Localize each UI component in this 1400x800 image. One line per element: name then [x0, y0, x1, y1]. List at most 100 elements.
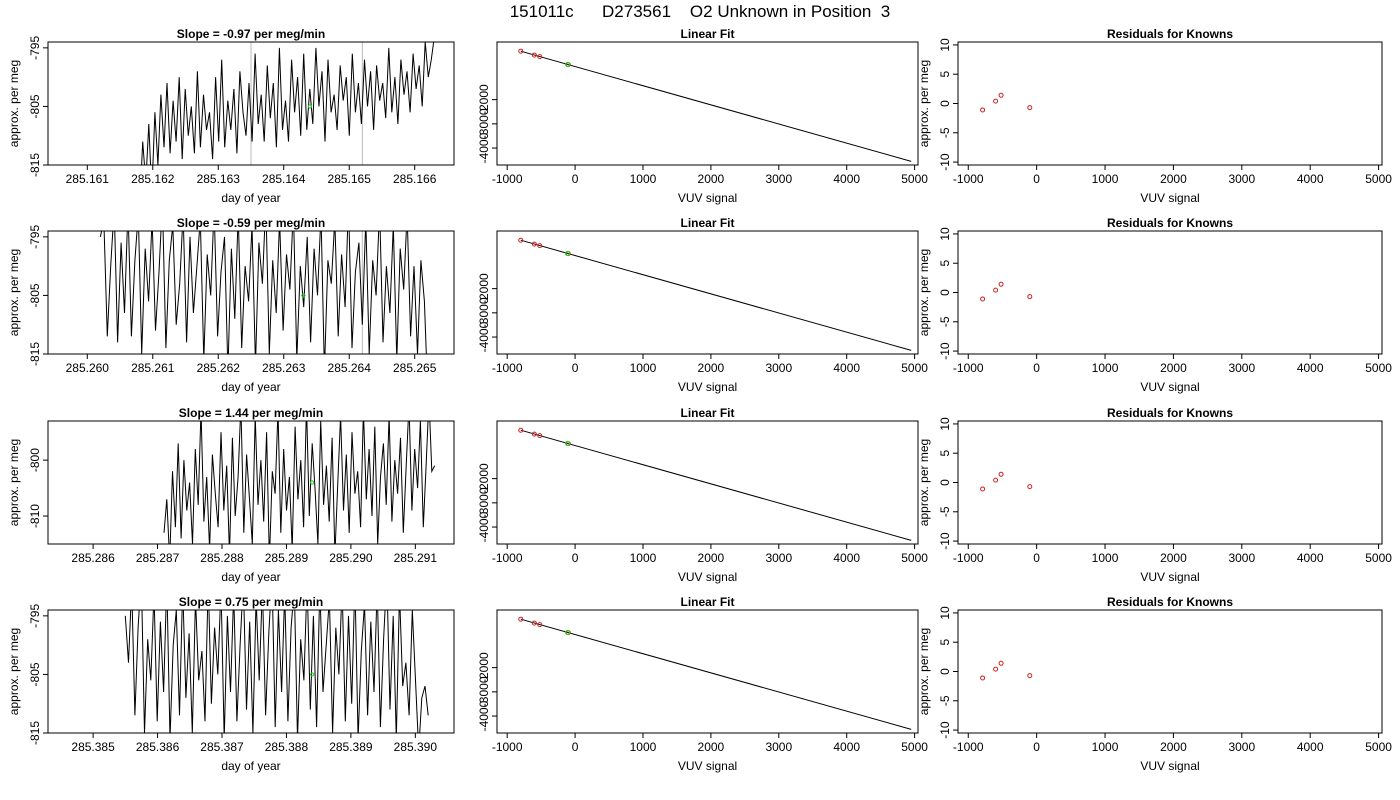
x-axis-label: day of year	[221, 380, 280, 394]
panel-3-2: Residuals for Knowns -1000 0 1000 2000 3000 40…	[917, 216, 1392, 394]
y-tick-label: -3000	[477, 108, 491, 139]
x-tick-label: 3000	[1228, 740, 1255, 754]
x-tick-label: 285.165	[328, 172, 372, 186]
y-axis-label: approx. per meg	[7, 60, 21, 147]
y-axis-label: approx. per meg	[917, 249, 931, 336]
y-tick-label: -4000	[477, 511, 491, 542]
x-tick-label: 285.289	[265, 551, 309, 565]
known-point	[537, 243, 543, 249]
plot-frame	[496, 420, 919, 545]
plot-frame	[47, 420, 455, 545]
x-tick-label: 285.263	[262, 361, 306, 375]
x-tick-label: 1000	[1092, 551, 1119, 565]
panel-2-1: Linear Fit -1000 0 1000 2000 3000 4000 5000 -400…	[477, 27, 928, 205]
unknown-point	[565, 250, 571, 257]
y-axis-label: approx. per meg	[7, 439, 21, 526]
x-tick-label: 2000	[1160, 172, 1187, 186]
residual-point	[993, 287, 999, 293]
x-tick-label: 285.164	[262, 172, 306, 186]
plot-frame	[47, 230, 455, 355]
plot-frame	[957, 420, 1383, 545]
x-tick-label: 285.387	[200, 740, 244, 754]
x-tick-label: 285.166	[393, 172, 437, 186]
plot-data	[518, 427, 912, 541]
x-tick-label: 285.389	[329, 740, 373, 754]
x-tick-label: 1000	[1092, 740, 1119, 754]
x-tick-label: 4000	[1297, 361, 1324, 375]
y-tick-label: -795	[28, 225, 42, 249]
x-tick-label: -1000	[953, 361, 984, 375]
panel-title: Residuals for Knowns	[1107, 27, 1233, 41]
x-axis-label: day of year	[221, 570, 280, 584]
y-tick-label: 0	[938, 289, 952, 296]
known-point	[531, 431, 537, 437]
x-tick-label: 5000	[901, 740, 928, 754]
x-tick-label: 4000	[833, 361, 860, 375]
unknown-point	[565, 440, 571, 447]
y-tick-label: -2000	[477, 273, 491, 304]
y-tick-label: -3000	[477, 297, 491, 328]
x-tick-label: 285.261	[131, 361, 175, 375]
plot-data	[163, 421, 436, 544]
x-tick-label: 285.385	[71, 740, 115, 754]
x-tick-label: 1000	[1092, 361, 1119, 375]
plot-frame	[957, 230, 1383, 355]
y-tick-label: -805	[28, 283, 42, 307]
plot-frame	[496, 230, 919, 355]
y-tick-label: -10	[938, 342, 952, 360]
plot-data	[980, 281, 1033, 302]
x-tick-label: 1000	[630, 361, 657, 375]
y-tick-label: -4000	[477, 321, 491, 352]
x-tick-label: -1000	[492, 740, 523, 754]
x-tick-label: 1000	[1092, 172, 1119, 186]
x-tick-label: 5000	[1365, 740, 1392, 754]
y-tick-label: -5	[938, 695, 952, 706]
x-tick-label: 0	[572, 172, 579, 186]
x-tick-label: 285.265	[393, 361, 437, 375]
unknown-marker	[307, 104, 313, 109]
x-tick-label: 285.290	[329, 551, 373, 565]
x-tick-label: 3000	[1228, 172, 1255, 186]
x-tick-label: 0	[1033, 551, 1040, 565]
y-tick-label: -810	[28, 504, 42, 528]
x-tick-label: 2000	[1160, 551, 1187, 565]
panel-title: Linear Fit	[680, 406, 734, 420]
x-tick-label: 0	[1033, 172, 1040, 186]
y-tick-label: -805	[28, 94, 42, 118]
y-tick-label: 0	[938, 668, 952, 675]
panel-2-4: Linear Fit -1000 0 1000 2000 3000 4000 5000 -400…	[477, 595, 928, 773]
panel-1-4: Slope = 0.75 per meg/min 285.385 285.386 28…	[7, 595, 455, 773]
panel-2-2: Linear Fit -1000 0 1000 2000 3000 4000 5000 -400…	[477, 216, 928, 394]
plot-frame	[957, 41, 1383, 166]
y-axis-label: approx. per meg	[7, 628, 21, 715]
x-tick-label: 3000	[765, 172, 792, 186]
residual-point	[993, 666, 999, 672]
plot-data	[980, 471, 1033, 492]
panel-title: Residuals for Knowns	[1107, 595, 1233, 609]
x-tick-label: 5000	[1365, 172, 1392, 186]
x-tick-label: 0	[572, 361, 579, 375]
x-tick-label: 5000	[901, 172, 928, 186]
plot-frame	[47, 609, 455, 734]
x-axis-label: VUV signal	[1140, 191, 1199, 205]
y-tick-label: -815	[28, 153, 42, 177]
x-tick-label: -1000	[492, 551, 523, 565]
x-tick-label: 285.163	[197, 172, 241, 186]
known-point	[531, 52, 537, 58]
x-tick-label: 285.262	[197, 361, 241, 375]
unknown-marker	[310, 480, 315, 485]
panel-title: Slope = 1.44 per meg/min	[179, 406, 323, 420]
y-tick-label: -795	[28, 36, 42, 60]
x-tick-label: 2000	[1160, 361, 1187, 375]
y-tick-label: -2000	[477, 84, 491, 115]
plot-data	[518, 237, 912, 351]
x-tick-label: 3000	[1228, 551, 1255, 565]
y-tick-label: -3000	[477, 487, 491, 518]
figure-title: 151011c D273561 O2 Unknown in Position 3	[509, 2, 891, 21]
x-tick-label: -1000	[953, 172, 984, 186]
panel-title: Slope = -0.59 per meg/min	[177, 216, 325, 230]
residual-point	[980, 296, 986, 302]
panel-title: Residuals for Knowns	[1107, 406, 1233, 420]
plot-data	[980, 92, 1033, 113]
x-tick-label: 285.260	[66, 361, 110, 375]
